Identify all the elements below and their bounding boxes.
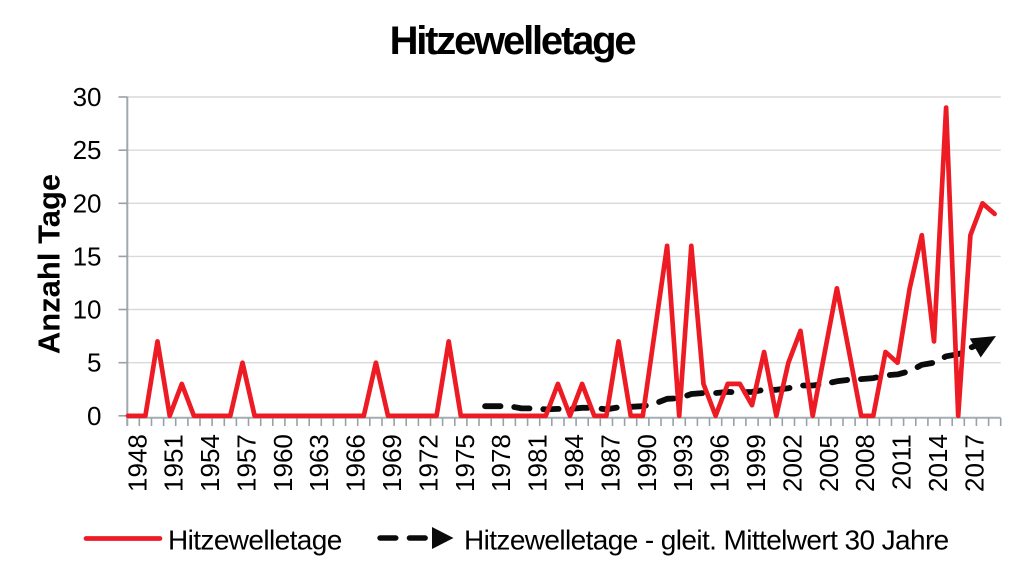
svg-text:1984: 1984 [559,434,589,492]
svg-text:1963: 1963 [304,434,334,492]
svg-text:1957: 1957 [232,434,262,492]
svg-text:1981: 1981 [523,434,553,492]
svg-text:25: 25 [73,135,102,165]
svg-text:2005: 2005 [814,434,844,492]
svg-text:10: 10 [73,295,102,325]
svg-text:1972: 1972 [413,434,443,492]
svg-text:2011: 2011 [887,434,917,490]
svg-text:30: 30 [73,82,102,112]
svg-text:1948: 1948 [122,434,152,492]
svg-text:2008: 2008 [850,434,880,492]
svg-text:Anzahl Tage: Anzahl Tage [32,174,67,354]
svg-text:2017: 2017 [959,434,989,492]
svg-text:1954: 1954 [195,434,225,492]
svg-text:1987: 1987 [595,434,625,492]
svg-text:2014: 2014 [923,434,953,492]
svg-text:1951: 1951 [159,434,189,492]
svg-text:1960: 1960 [268,434,298,492]
svg-text:5: 5 [87,348,101,378]
svg-text:1999: 1999 [741,434,771,492]
svg-text:1993: 1993 [668,434,698,492]
svg-text:Hitzewelletage: Hitzewelletage [390,19,636,63]
svg-text:1966: 1966 [341,434,371,492]
svg-text:0: 0 [87,401,101,431]
svg-text:2002: 2002 [777,434,807,492]
svg-text:1975: 1975 [450,434,480,492]
svg-text:15: 15 [73,241,102,271]
svg-text:Hitzewelletage - gleit. Mittel: Hitzewelletage - gleit. Mittelwert 30 Ja… [464,525,949,556]
svg-text:20: 20 [73,188,102,218]
svg-text:Hitzewelletage: Hitzewelletage [168,525,342,556]
svg-text:1990: 1990 [632,434,662,492]
svg-text:1996: 1996 [705,434,735,492]
svg-text:1969: 1969 [377,434,407,492]
svg-text:1978: 1978 [486,434,516,492]
